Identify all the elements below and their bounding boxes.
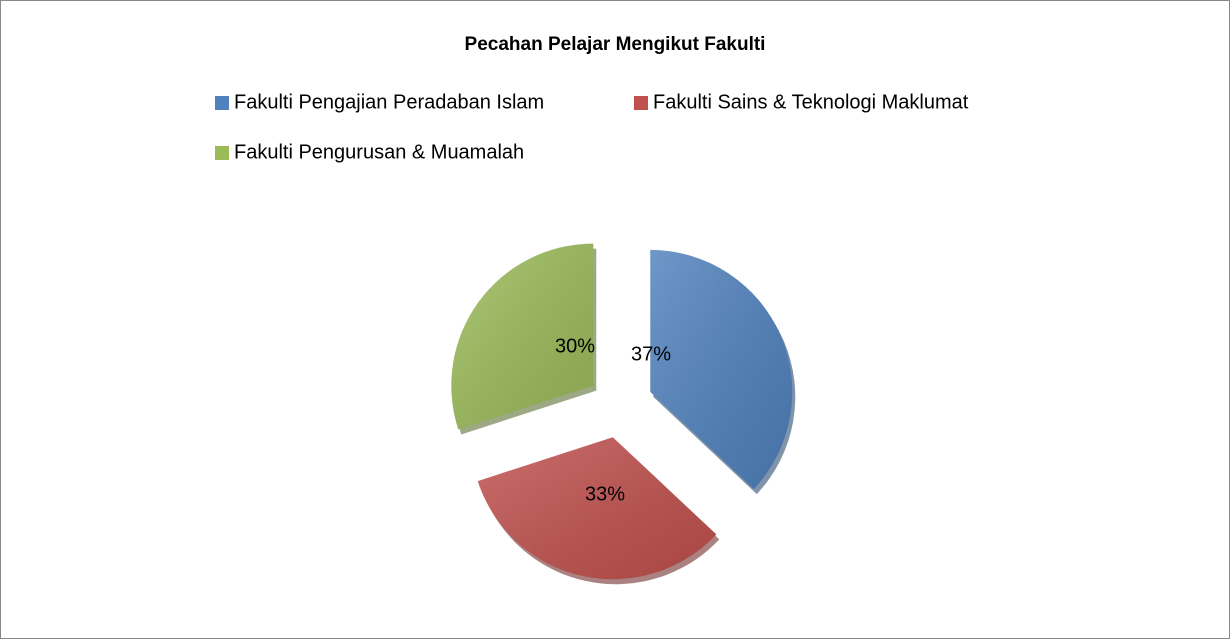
data-label: 30% — [555, 335, 595, 357]
data-label: 33% — [585, 483, 625, 505]
data-label: 37% — [631, 343, 671, 365]
legend-swatch — [634, 96, 648, 110]
pie-slice-shade — [477, 437, 717, 580]
legend-label: Fakulti Pengurusan & Muamalah — [234, 141, 524, 163]
legend-swatch — [215, 146, 229, 160]
pie-slice-shade — [650, 249, 793, 490]
legend-swatch — [215, 96, 229, 110]
legend-label: Fakulti Pengajian Peradaban Islam — [234, 91, 544, 113]
legend-label: Fakulti Sains & Teknologi Maklumat — [653, 91, 969, 113]
pie-slice-shade — [451, 243, 594, 430]
chart-title: Pecahan Pelajar Mengikut Fakulti — [465, 34, 766, 55]
